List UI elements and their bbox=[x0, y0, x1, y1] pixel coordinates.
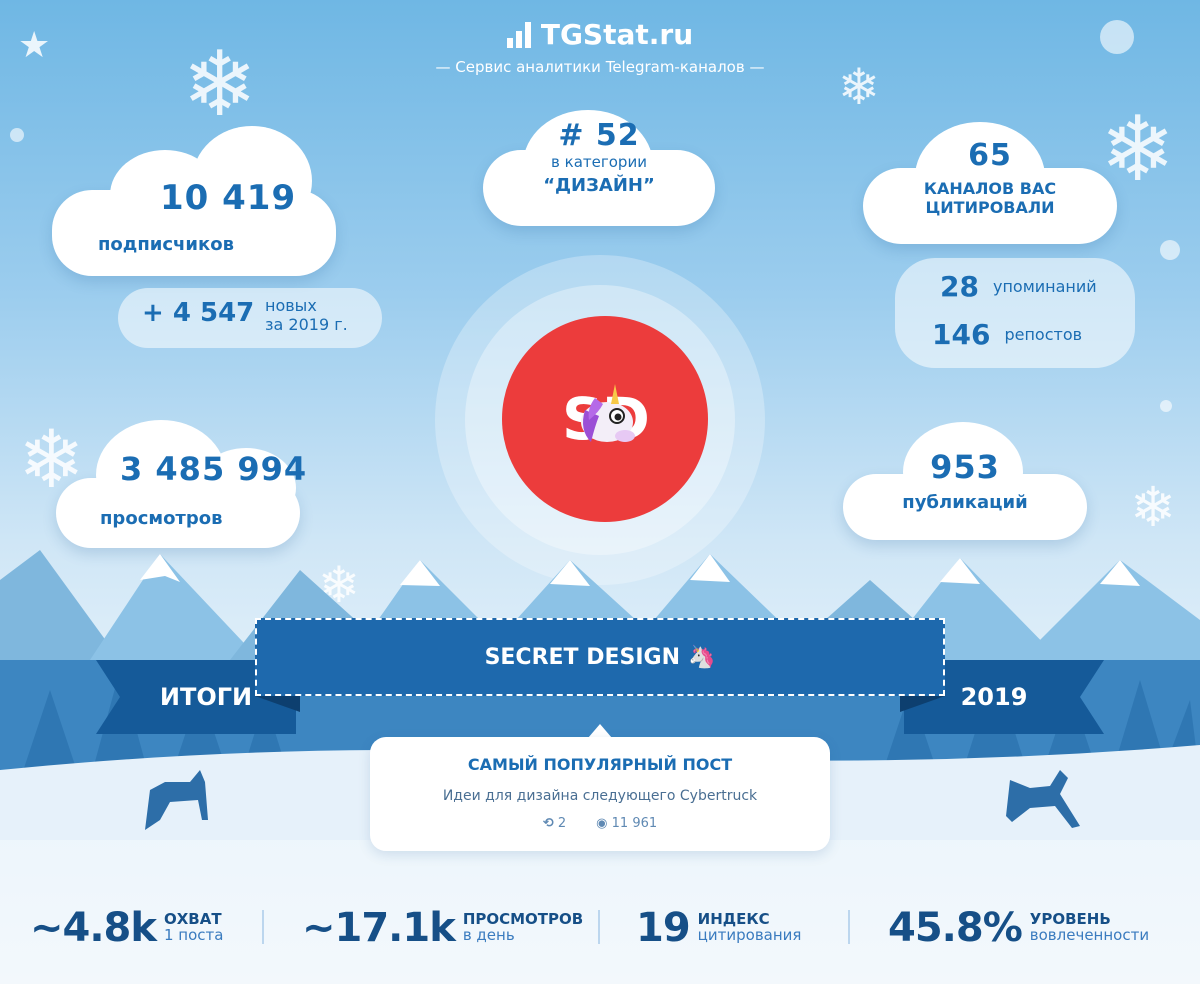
stat-citation-index: 19 ИНДЕКС цитирования bbox=[636, 905, 801, 951]
rank-block: # 52 в категории “ДИЗАЙН” bbox=[483, 118, 715, 196]
new-subscribers-cloud bbox=[118, 288, 382, 348]
ribbon-right-label: 2019 bbox=[960, 683, 1028, 711]
header: TGStat.ru — Сервис аналитики Telegram-ка… bbox=[0, 18, 1200, 76]
post-reposts: ⟲ 2 bbox=[542, 816, 567, 831]
citations-label-2: ЦИТИРОВАЛИ bbox=[925, 198, 1055, 217]
post-views: ◉ 11 961 bbox=[596, 816, 658, 831]
brand[interactable]: TGStat.ru bbox=[506, 18, 694, 51]
mentions-label: упоминаний bbox=[992, 276, 1097, 296]
stat-daily-views-value: ~17.1k bbox=[302, 905, 456, 951]
divider bbox=[598, 910, 600, 944]
new-subscribers-value: + 4 547 bbox=[142, 298, 255, 328]
snowflake-icon: ❄ bbox=[1130, 475, 1177, 539]
channel-name-ribbon: SECRET DESIGN 🦄 bbox=[255, 618, 945, 696]
stat-engagement-value: 45.8% bbox=[888, 905, 1023, 951]
views-value: 3 485 994 bbox=[120, 450, 308, 488]
brand-name: TGStat.ru bbox=[540, 18, 694, 51]
mentions-value: 28 bbox=[940, 270, 979, 303]
publications-block: 953 публикаций bbox=[843, 448, 1087, 513]
channel-name: SECRET DESIGN bbox=[484, 644, 681, 670]
rank-value: # 52 bbox=[558, 118, 640, 153]
stat-engagement: 45.8% УРОВЕНЬ вовлеченности bbox=[888, 905, 1149, 951]
citations-cloud bbox=[863, 122, 1117, 244]
subscribers-value: 10 419 bbox=[160, 178, 297, 218]
unicorn-icon bbox=[581, 384, 635, 442]
views-label: просмотров bbox=[100, 508, 223, 529]
mentions-cloud bbox=[895, 258, 1135, 368]
popular-post-meta: ⟲ 2 ◉ 11 961 bbox=[370, 816, 830, 831]
snowflake-icon: ❄ bbox=[838, 58, 880, 116]
stat-daily-views-label: ПРОСМОТРОВ в день bbox=[462, 910, 584, 944]
divider bbox=[262, 910, 264, 944]
stat-reach-value: ~4.8k bbox=[30, 905, 157, 951]
stat-reach-label: ОХВАТ 1 поста bbox=[163, 910, 224, 944]
popular-post-card[interactable]: САМЫЙ ПОПУЛЯРНЫЙ ПОСТ Идеи для дизайна с… bbox=[370, 737, 830, 851]
new-subscribers-label: новых за 2019 г. bbox=[265, 296, 348, 335]
stat-citation-index-label: ИНДЕКС цитирования bbox=[697, 910, 802, 944]
eye-icon: ◉ bbox=[596, 816, 608, 831]
stat-engagement-label: УРОВЕНЬ вовлеченности bbox=[1029, 910, 1150, 944]
citations-label: КАНАЛОВ ВАС bbox=[923, 179, 1057, 198]
stat-reach: ~4.8k ОХВАТ 1 поста bbox=[30, 905, 223, 951]
reposts-row: 146 репостов bbox=[932, 318, 1082, 351]
reposts-label: репостов bbox=[1004, 324, 1083, 344]
snowflake-icon: ❄ bbox=[1100, 97, 1176, 202]
channel-avatar[interactable]: SD bbox=[502, 316, 708, 522]
ribbon-left-label: ИТОГИ bbox=[159, 683, 253, 711]
subscribers-cloud bbox=[52, 126, 336, 276]
citations-value: 65 bbox=[968, 138, 1012, 173]
stat-citation-index-value: 19 bbox=[636, 905, 691, 951]
unicorn-outline-icon: 🦄 bbox=[688, 644, 716, 670]
citations-block: 65 КАНАЛОВ ВАС ЦИТИРОВАЛИ bbox=[863, 138, 1117, 217]
publications-label: публикаций bbox=[902, 492, 1028, 513]
repost-icon: ⟲ bbox=[542, 816, 554, 831]
star-icon: ★ bbox=[18, 25, 51, 66]
tagline: — Сервис аналитики Telegram-каналов — bbox=[435, 57, 765, 76]
divider bbox=[848, 910, 850, 944]
views-cloud bbox=[56, 420, 300, 548]
publications-cloud bbox=[843, 422, 1087, 540]
rank-label: в категории bbox=[551, 153, 647, 171]
popular-post-text: Идеи для дизайна следующего Cybertruck bbox=[442, 788, 758, 804]
post-pointer bbox=[588, 724, 612, 738]
popular-post-title: САМЫЙ ПОПУЛЯРНЫЙ ПОСТ bbox=[467, 755, 733, 774]
rank-cloud bbox=[483, 110, 715, 226]
stat-daily-views: ~17.1k ПРОСМОТРОВ в день bbox=[302, 905, 583, 951]
bar-chart-icon bbox=[506, 21, 531, 48]
reposts-value: 146 bbox=[932, 318, 991, 351]
mentions-row: 28 упоминаний bbox=[940, 270, 1097, 303]
snowflake-icon: ❄ bbox=[182, 32, 258, 137]
publications-value: 953 bbox=[930, 448, 1000, 486]
rank-category: “ДИЗАЙН” bbox=[543, 175, 655, 196]
subscribers-label: подписчиков bbox=[98, 234, 235, 255]
